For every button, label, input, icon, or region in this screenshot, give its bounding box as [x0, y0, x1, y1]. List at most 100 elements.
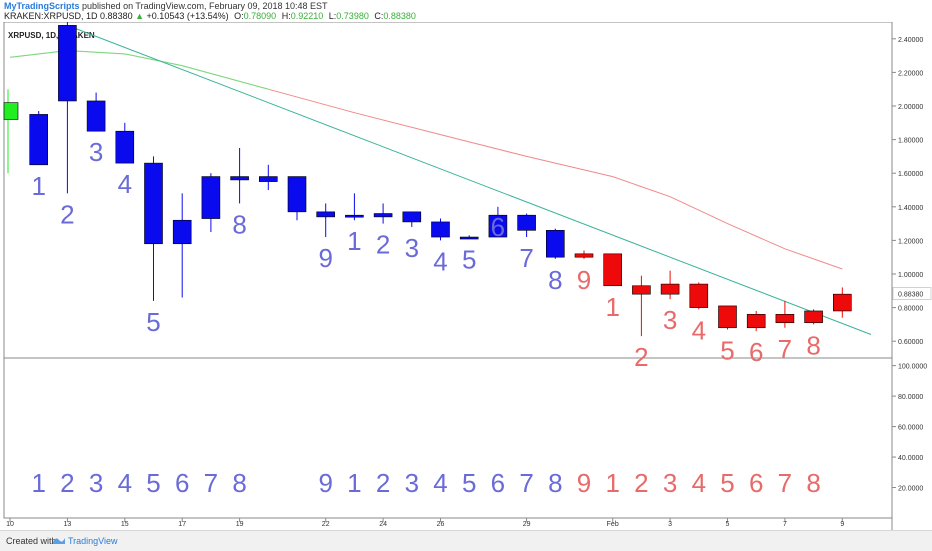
candle-body	[316, 211, 336, 218]
candle	[775, 300, 795, 328]
price-pane[interactable]	[3, 22, 893, 359]
time-tick-label: 26	[437, 521, 445, 528]
counter-pane-count-label: 8	[806, 468, 820, 498]
candle-body	[86, 100, 106, 132]
counter-pane-count-label: 2	[60, 468, 74, 498]
price-tick-label: 2.40000	[898, 37, 923, 44]
candle-body	[373, 213, 393, 218]
counter-tick-label: 20.0000	[898, 486, 923, 493]
price-tick-label: 1.40000	[898, 205, 923, 212]
candle-body	[58, 25, 77, 102]
candle	[517, 213, 536, 238]
low-label: L:	[328, 11, 337, 21]
candle	[660, 270, 680, 300]
change-arrow-icon: ▲	[135, 11, 145, 21]
time-tick-label: Feb	[607, 521, 619, 528]
candle	[459, 235, 479, 240]
price-tick-label: 2.20000	[898, 70, 923, 77]
time-tick-label: 10	[6, 521, 14, 528]
counter-tick-label: 80.0000	[898, 394, 923, 401]
candle-body	[718, 305, 737, 329]
counter-axis[interactable]: 100.0000 80.0000 60.0000 40.0000 20.0000	[892, 364, 927, 493]
price-tick-label: 1.60000	[898, 171, 923, 178]
low-value: 0.73980	[336, 11, 369, 21]
counter-tick-label: 40.0000	[898, 455, 923, 462]
candle-body	[603, 253, 623, 287]
counter-pane-count-label: 4	[692, 468, 706, 498]
sequential-count-label: 1	[31, 171, 45, 201]
time-axis[interactable]: 10 13 15 17 19 22 24 26 29 Feb 3 5 7 9	[6, 518, 844, 528]
candle-body	[775, 314, 795, 324]
ma-line-green	[9, 50, 269, 90]
price-change: +0.10543 (+13.54%)	[146, 11, 229, 21]
counter-pane-count-label: 9	[577, 468, 591, 498]
tradingview-link[interactable]: TradingView	[68, 536, 118, 546]
high-value: 0.92210	[290, 11, 324, 21]
candle	[488, 206, 508, 238]
candles-layer	[3, 22, 852, 337]
candle	[345, 193, 364, 221]
candle-body	[459, 236, 479, 240]
sequential-count-label: 8	[806, 330, 820, 360]
counter-pane-count-label: 5	[462, 468, 476, 498]
time-tick-label: 7	[783, 521, 787, 528]
price-tick-label: 2.00000	[898, 104, 923, 111]
candle-body	[287, 176, 307, 213]
candle	[373, 203, 393, 224]
counter-pane-count-label: 6	[749, 468, 763, 498]
counter-pane[interactable]	[3, 357, 893, 519]
price-tick-label: 1.00000	[898, 272, 923, 279]
counter-pane-count-label: 3	[405, 468, 419, 498]
candle-body	[746, 314, 766, 329]
candle	[718, 305, 737, 330]
sequential-count-label: 5	[146, 307, 160, 337]
symbol-info-line: KRAKEN:XRPUSD, 1D 0.88380 ▲ +0.10543 (+1…	[4, 11, 416, 21]
sequential-count-label: 4	[118, 169, 132, 199]
candle	[804, 309, 823, 325]
open-label: O:	[234, 11, 244, 21]
counter-pane-count-label: 9	[318, 468, 332, 498]
counter-pane-count-label: 1	[31, 468, 45, 498]
candle	[746, 310, 766, 332]
sequential-count-label: 6	[491, 212, 505, 242]
price-tick-label: 0.88380	[898, 292, 923, 299]
sequential-count-label: 5	[462, 245, 476, 275]
candle	[689, 282, 709, 310]
candle-body	[172, 219, 192, 245]
time-tick-label: 17	[178, 521, 186, 528]
sequential-count-label: 6	[749, 337, 763, 367]
sequential-count-label: 8	[232, 209, 246, 239]
moving-average-layer	[9, 50, 843, 270]
ma-line-red	[268, 88, 843, 270]
time-tick-label: 29	[523, 521, 531, 528]
publish-info: MyTradingScripts published on TradingVie…	[4, 1, 328, 11]
counter-pane-count-label: 7	[778, 468, 792, 498]
candle	[574, 250, 594, 259]
candle-body	[832, 293, 852, 312]
publisher-link[interactable]: MyTradingScripts	[4, 1, 80, 11]
price-tick-label: 1.80000	[898, 138, 923, 145]
counter-tick-label: 60.0000	[898, 425, 923, 432]
candle	[201, 173, 221, 232]
counter-pane-count-label: 6	[491, 468, 505, 498]
time-tick-label: 22	[322, 521, 330, 528]
counter-pane-count-label: 8	[548, 468, 562, 498]
candle	[632, 275, 651, 337]
candle-body	[804, 310, 823, 324]
candle-body	[689, 283, 709, 308]
counter-pane-count-label: 3	[663, 468, 677, 498]
chart-title: XRPUSD, 1D, KRAKEN	[8, 31, 95, 40]
candle	[832, 287, 852, 318]
price-axis[interactable]: 2.40000 2.20000 2.00000 1.80000 1.60000 1.400…	[892, 37, 932, 346]
sequential-count-label: 3	[405, 233, 419, 263]
candle	[29, 111, 49, 166]
chart-area[interactable]: 2.40000 2.20000 2.00000 1.80000 1.60000 1.400…	[0, 22, 932, 530]
time-tick-label: 5	[726, 521, 730, 528]
candle-body	[115, 130, 135, 164]
candle	[172, 193, 192, 298]
candle	[603, 253, 623, 287]
counter-pane-count-label: 7	[519, 468, 533, 498]
sequential-count-label: 3	[663, 305, 677, 335]
sequential-count-label: 2	[376, 230, 390, 260]
candle	[287, 176, 307, 221]
